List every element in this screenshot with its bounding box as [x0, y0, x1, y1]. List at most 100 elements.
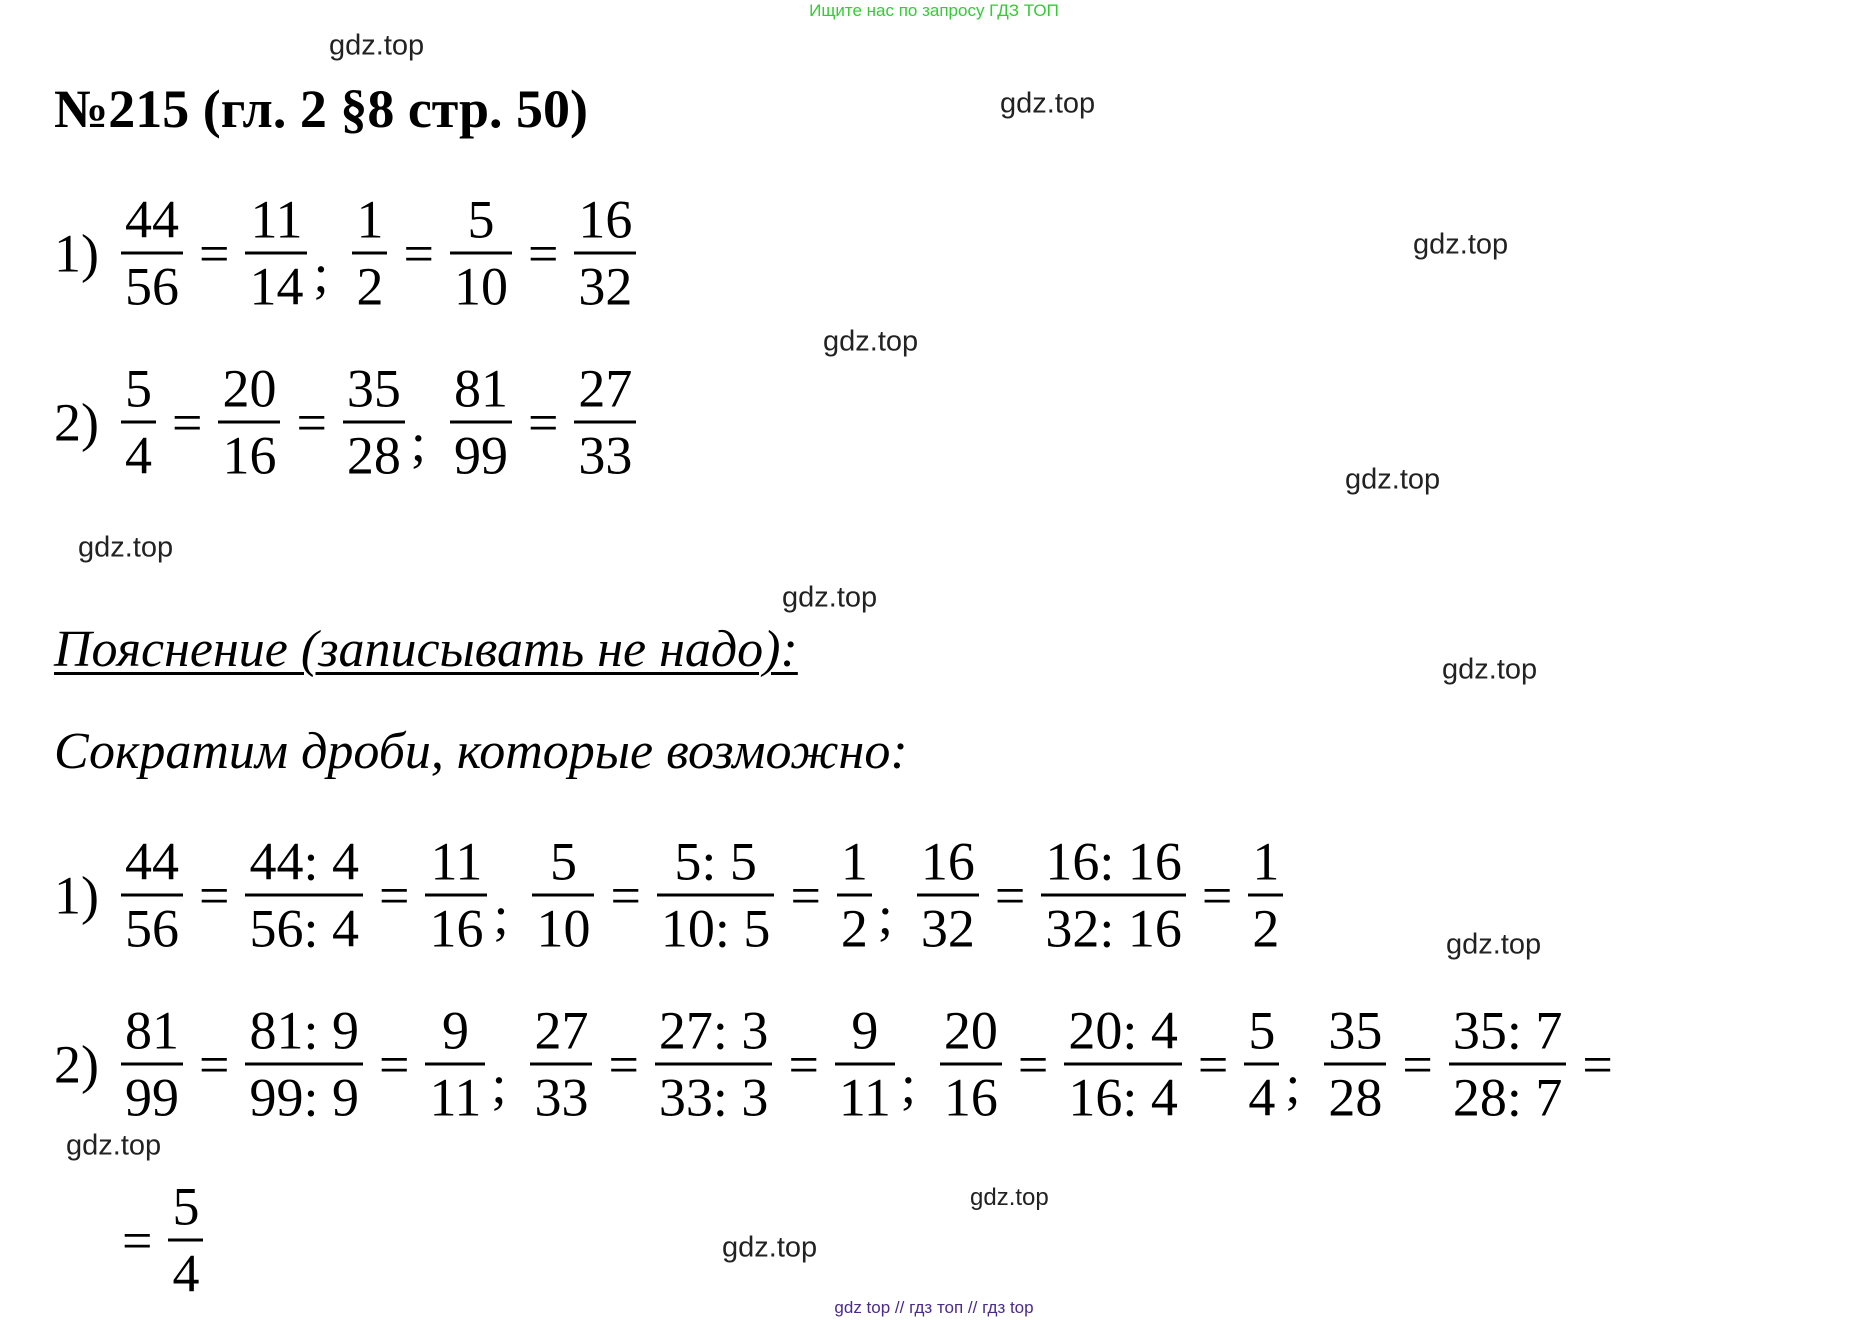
- numerator: 27: [578, 358, 633, 419]
- fraction: 27 33: [574, 357, 637, 488]
- item-number: 2): [54, 1034, 99, 1094]
- fraction: 11 14: [245, 188, 308, 319]
- denominator: 28: [346, 425, 401, 486]
- explanation-line-3: = 5 4: [110, 1175, 207, 1306]
- denominator: 2: [1252, 898, 1280, 959]
- numerator: 1: [840, 831, 868, 892]
- equals-sign: =: [790, 865, 821, 925]
- fraction-bar: [120, 1062, 183, 1066]
- denominator: 33: [534, 1067, 589, 1128]
- fraction-bar: [120, 893, 183, 897]
- explanation-heading: Пояснение (записывать не надо):: [54, 621, 798, 678]
- fraction-bar: [120, 251, 183, 255]
- denominator: 4: [172, 1243, 200, 1304]
- denominator: 99: 9: [249, 1067, 359, 1128]
- fraction-bar: [425, 1062, 486, 1066]
- fraction-bar: [654, 1062, 773, 1066]
- fraction-bar: [449, 420, 512, 424]
- denominator: 10: [453, 256, 508, 317]
- fraction-bar: [245, 251, 308, 255]
- numerator: 35: 7: [1452, 1000, 1563, 1061]
- fraction-bar: [425, 893, 488, 897]
- fraction-bar: [532, 893, 595, 897]
- fraction: 5: 5 10: 5: [656, 830, 775, 961]
- denominator: 2: [840, 898, 868, 959]
- watermark: gdz.top: [1442, 653, 1538, 686]
- fraction: 27: 3 33: 3: [654, 999, 773, 1130]
- fraction: 20 16: [939, 999, 1002, 1130]
- numerator: 27: 3: [658, 1000, 769, 1061]
- fraction: 44 56: [120, 188, 183, 319]
- fraction: 44 56: [120, 830, 183, 961]
- equals-sign: =: [198, 223, 230, 283]
- denominator: 32: [578, 256, 633, 317]
- fraction-bar: [530, 1062, 593, 1066]
- fraction-bar: [352, 251, 388, 255]
- denominator: 16: 4: [1068, 1067, 1178, 1128]
- numerator: 20: 4: [1068, 1000, 1178, 1061]
- fraction: 35: 7 28: 7: [1448, 999, 1567, 1130]
- equals-sign: =: [994, 865, 1026, 925]
- item-number: 2): [54, 392, 99, 452]
- numerator: 1: [356, 189, 384, 250]
- semicolon: ;: [877, 885, 893, 945]
- numerator: 81: 9: [249, 1000, 359, 1061]
- footer-links: gdz top // гдз топ // гдз top: [834, 1298, 1034, 1317]
- watermark: gdz.top: [823, 325, 919, 358]
- equals-sign: =: [1197, 1034, 1229, 1094]
- fraction: 11 16: [425, 830, 488, 961]
- denominator: 16: [222, 425, 277, 486]
- fraction-bar: [574, 420, 637, 424]
- numerator: 44: [124, 189, 179, 250]
- equals-sign: =: [403, 223, 434, 283]
- numerator: 81: [124, 1000, 179, 1061]
- explanation-line-2: 2) 81 99 = 81: 9 99: 9 = 9 11; 27 33 = 27: 3 33: 3 = 9 1…: [54, 999, 1625, 1130]
- equals-sign: =: [788, 1034, 819, 1094]
- numerator: 27: [534, 1000, 589, 1061]
- numerator: 16: [578, 189, 633, 250]
- problem-title: №215 (гл. 2 §8 стр. 50): [54, 79, 588, 139]
- watermark: gdz.top: [1446, 928, 1542, 961]
- denominator: 11: [429, 1067, 482, 1128]
- numerator: 9: [851, 1000, 879, 1061]
- denominator: 4: [1248, 1067, 1276, 1128]
- equals-sign: =: [198, 1034, 230, 1094]
- numerator: 20: [222, 358, 277, 419]
- fraction: 16 32: [574, 188, 637, 319]
- denominator: 33: 3: [658, 1067, 769, 1128]
- fraction-bar: [656, 893, 775, 897]
- fraction: 81 99: [449, 357, 512, 488]
- fraction-bar: [120, 420, 156, 424]
- fraction-bar: [1064, 1062, 1182, 1066]
- numerator: 5: [124, 358, 152, 419]
- numerator: 11: [430, 831, 483, 892]
- fraction-bar: [1448, 1062, 1567, 1066]
- numerator: 9: [441, 1000, 469, 1061]
- equals-sign: =: [296, 392, 327, 452]
- denominator: 4: [124, 425, 152, 486]
- semicolon: ;: [1285, 1054, 1301, 1114]
- fraction: 27 33: [530, 999, 593, 1130]
- numerator: 5: [549, 831, 577, 892]
- denominator: 2: [356, 256, 384, 317]
- equals-sign: =: [527, 392, 559, 452]
- denominator: 32: [920, 898, 975, 959]
- fraction: 5 10: [449, 188, 512, 319]
- fraction: 81: 9 99: 9: [245, 999, 363, 1130]
- numerator: 1: [1252, 831, 1280, 892]
- fraction: 20 16: [218, 357, 281, 488]
- equals-sign: =: [378, 1034, 410, 1094]
- watermark: gdz.top: [722, 1231, 818, 1264]
- fraction-bar: [168, 1238, 204, 1242]
- equals-sign: =: [608, 1034, 639, 1094]
- denominator: 33: [578, 425, 633, 486]
- numerator: 44: 4: [249, 831, 359, 892]
- watermark: gdz.top: [78, 531, 174, 564]
- numerator: 5: [1248, 1000, 1276, 1061]
- fraction-bar: [342, 420, 405, 424]
- watermark: gdz.top: [1000, 87, 1096, 120]
